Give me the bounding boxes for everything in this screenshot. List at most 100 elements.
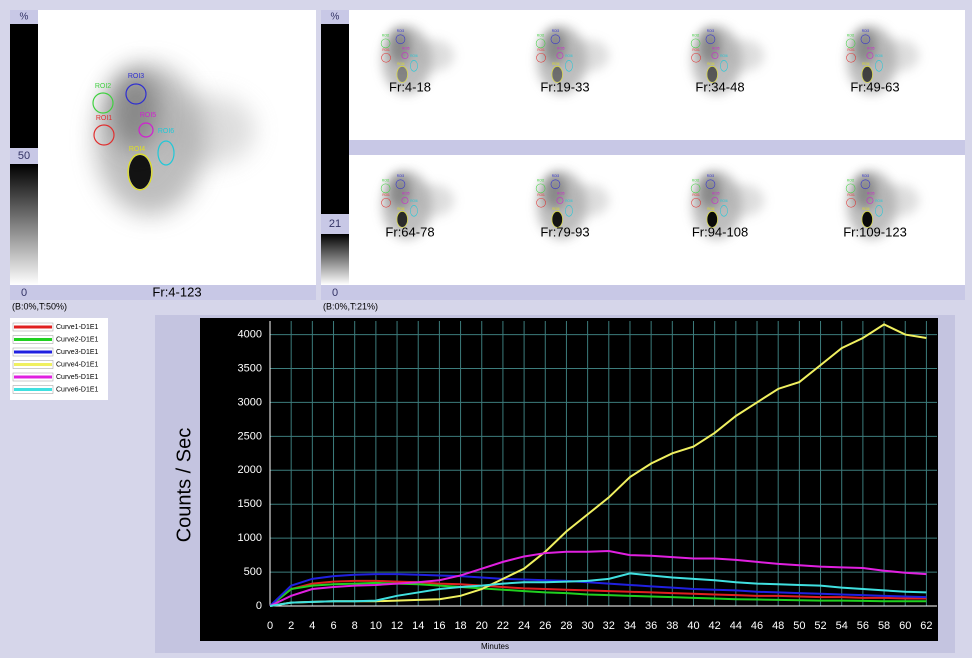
activity-blob (569, 185, 610, 217)
frame-label: Fr:64-78 (385, 224, 434, 239)
roi-label: ROI6 (720, 199, 728, 203)
roi-label: ROI5 (140, 112, 156, 119)
roi-label: ROI6 (410, 54, 418, 58)
x-tick-label: 28 (560, 620, 572, 632)
roi-label: ROI6 (565, 199, 573, 203)
scale-gradient (10, 164, 38, 285)
roi-label: ROI4 (707, 207, 715, 211)
roi-label: ROI3 (862, 174, 870, 178)
roi-label: ROI5 (867, 47, 875, 51)
roi-label: ROI3 (128, 73, 144, 80)
x-tick-label: 4 (309, 620, 315, 632)
roi-label: ROI1 (96, 115, 112, 122)
scale-footer: (B:0%,T:21%) (323, 301, 378, 311)
roi-label: ROI5 (402, 192, 410, 196)
x-tick-label: 26 (539, 620, 551, 632)
x-tick-label: 58 (878, 620, 890, 632)
activity-blob (414, 185, 455, 217)
frame-label: Fr:94-108 (692, 224, 748, 239)
x-tick-label: 12 (391, 620, 403, 632)
y-tick-label: 1500 (238, 498, 262, 510)
activity-blob (879, 40, 920, 72)
roi-label: ROI6 (410, 199, 418, 203)
roi-label: ROI3 (707, 29, 715, 33)
legend-label: Curve6-D1E1 (56, 386, 99, 393)
roi-label: ROI6 (565, 54, 573, 58)
roi-label: ROI4 (862, 207, 870, 211)
x-tick-label: 10 (370, 620, 382, 632)
roi-label: ROI1 (382, 193, 390, 197)
x-tick-label: 2 (288, 620, 294, 632)
legend-label: Curve4-D1E1 (56, 361, 99, 368)
frame-label: Fr:19-33 (540, 79, 589, 94)
x-tick-label: 62 (920, 620, 932, 632)
page: % 50 0 Fr:4-123 (B:0%,T:50%) % 21 0 (B:0… (0, 0, 972, 658)
roi-label: ROI6 (875, 199, 883, 203)
roi-label: ROI4 (862, 62, 870, 66)
scale-mid: 21 (329, 218, 341, 230)
legend-label: Curve2-D1E1 (56, 336, 99, 343)
roi-label: ROI1 (382, 48, 390, 52)
legend-label: Curve1-D1E1 (56, 324, 99, 331)
roi-label: ROI2 (537, 179, 545, 183)
roi-label: ROI3 (397, 174, 405, 178)
roi-label: ROI2 (847, 34, 855, 38)
scale-unit: % (20, 12, 29, 23)
x-tick-label: 60 (899, 620, 911, 632)
x-tick-label: 52 (814, 620, 826, 632)
roi-label: ROI1 (692, 193, 700, 197)
x-tick-label: 54 (836, 620, 848, 632)
frame-label: Fr:4-18 (389, 79, 431, 94)
x-tick-label: 14 (412, 620, 424, 632)
roi-label: ROI4 (129, 146, 145, 153)
x-tick-label: 0 (267, 620, 273, 632)
roi-label: ROI6 (158, 128, 174, 135)
roi-label: ROI3 (397, 29, 405, 33)
roi-label: ROI2 (382, 179, 390, 183)
organ-blob (129, 155, 151, 189)
frame-label: Fr:109-123 (843, 224, 907, 239)
roi-label: ROI2 (692, 34, 700, 38)
scale-bottom: 0 (332, 287, 338, 299)
x-tick-label: 24 (518, 620, 530, 632)
y-tick-label: 2500 (238, 430, 262, 442)
roi-label: ROI5 (712, 47, 720, 51)
y-tick-label: 1000 (238, 532, 262, 544)
y-tick-label: 0 (256, 600, 262, 612)
roi-label: ROI1 (537, 193, 545, 197)
roi-label: ROI1 (537, 48, 545, 52)
x-tick-label: 8 (352, 620, 358, 632)
frame-bar (349, 140, 965, 155)
legend-label: Curve3-D1E1 (56, 349, 99, 356)
roi-label: ROI2 (692, 179, 700, 183)
roi-label: ROI5 (402, 47, 410, 51)
x-tick-label: 20 (476, 620, 488, 632)
roi-label: ROI2 (95, 83, 111, 90)
x-tick-label: 34 (624, 620, 636, 632)
x-tick-label: 56 (857, 620, 869, 632)
activity-blob (414, 40, 455, 72)
screen: % 50 0 Fr:4-123 (B:0%,T:50%) % 21 0 (B:0… (0, 0, 972, 653)
scale-bar (321, 24, 349, 214)
activity-blob (879, 185, 920, 217)
scale-mid: 50 (18, 150, 30, 162)
roi-label: ROI1 (847, 193, 855, 197)
frame-label: Fr:79-93 (540, 224, 589, 239)
frame-bar (321, 285, 965, 300)
roi-label: ROI2 (537, 34, 545, 38)
x-tick-label: 48 (772, 620, 784, 632)
y-tick-label: 2000 (238, 464, 262, 476)
frame-label: Fr:34-48 (695, 79, 744, 94)
x-tick-label: 50 (793, 620, 805, 632)
roi-label: ROI1 (692, 48, 700, 52)
roi-label: ROI6 (875, 54, 883, 58)
roi-label: ROI3 (552, 174, 560, 178)
x-tick-label: 18 (454, 620, 466, 632)
x-tick-label: 36 (645, 620, 657, 632)
y-tick-label: 500 (244, 566, 262, 578)
activity-blob (110, 70, 160, 150)
x-tick-label: 32 (603, 620, 615, 632)
x-tick-label: 6 (330, 620, 336, 632)
x-tick-label: 46 (751, 620, 763, 632)
x-tick-label: 40 (687, 620, 699, 632)
